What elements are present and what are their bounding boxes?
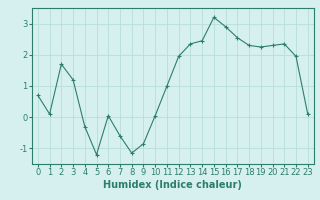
- X-axis label: Humidex (Indice chaleur): Humidex (Indice chaleur): [103, 180, 242, 190]
